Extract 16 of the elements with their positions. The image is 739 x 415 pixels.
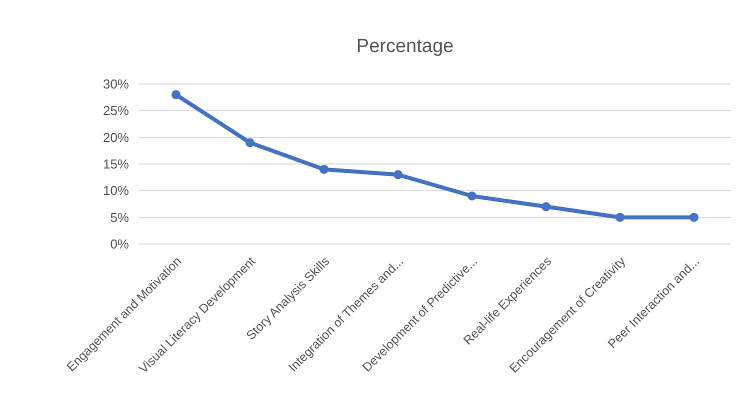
point — [172, 90, 180, 100]
point — [246, 138, 254, 148]
chart-title: Percentage — [356, 36, 454, 57]
point — [616, 212, 624, 222]
point — [394, 170, 402, 180]
y-tick-label: 20% — [102, 130, 130, 145]
point — [690, 212, 698, 222]
y-tick-label: 25% — [102, 103, 130, 118]
point — [320, 164, 328, 174]
point — [468, 192, 476, 200]
y-tick-label: 10% — [102, 183, 130, 198]
y-tick-label: 5% — [110, 210, 130, 225]
y-tick-label: 0% — [110, 236, 130, 252]
y-tick-label: 15% — [102, 156, 130, 172]
point — [542, 202, 550, 212]
y-tick-label: 30% — [102, 76, 130, 92]
